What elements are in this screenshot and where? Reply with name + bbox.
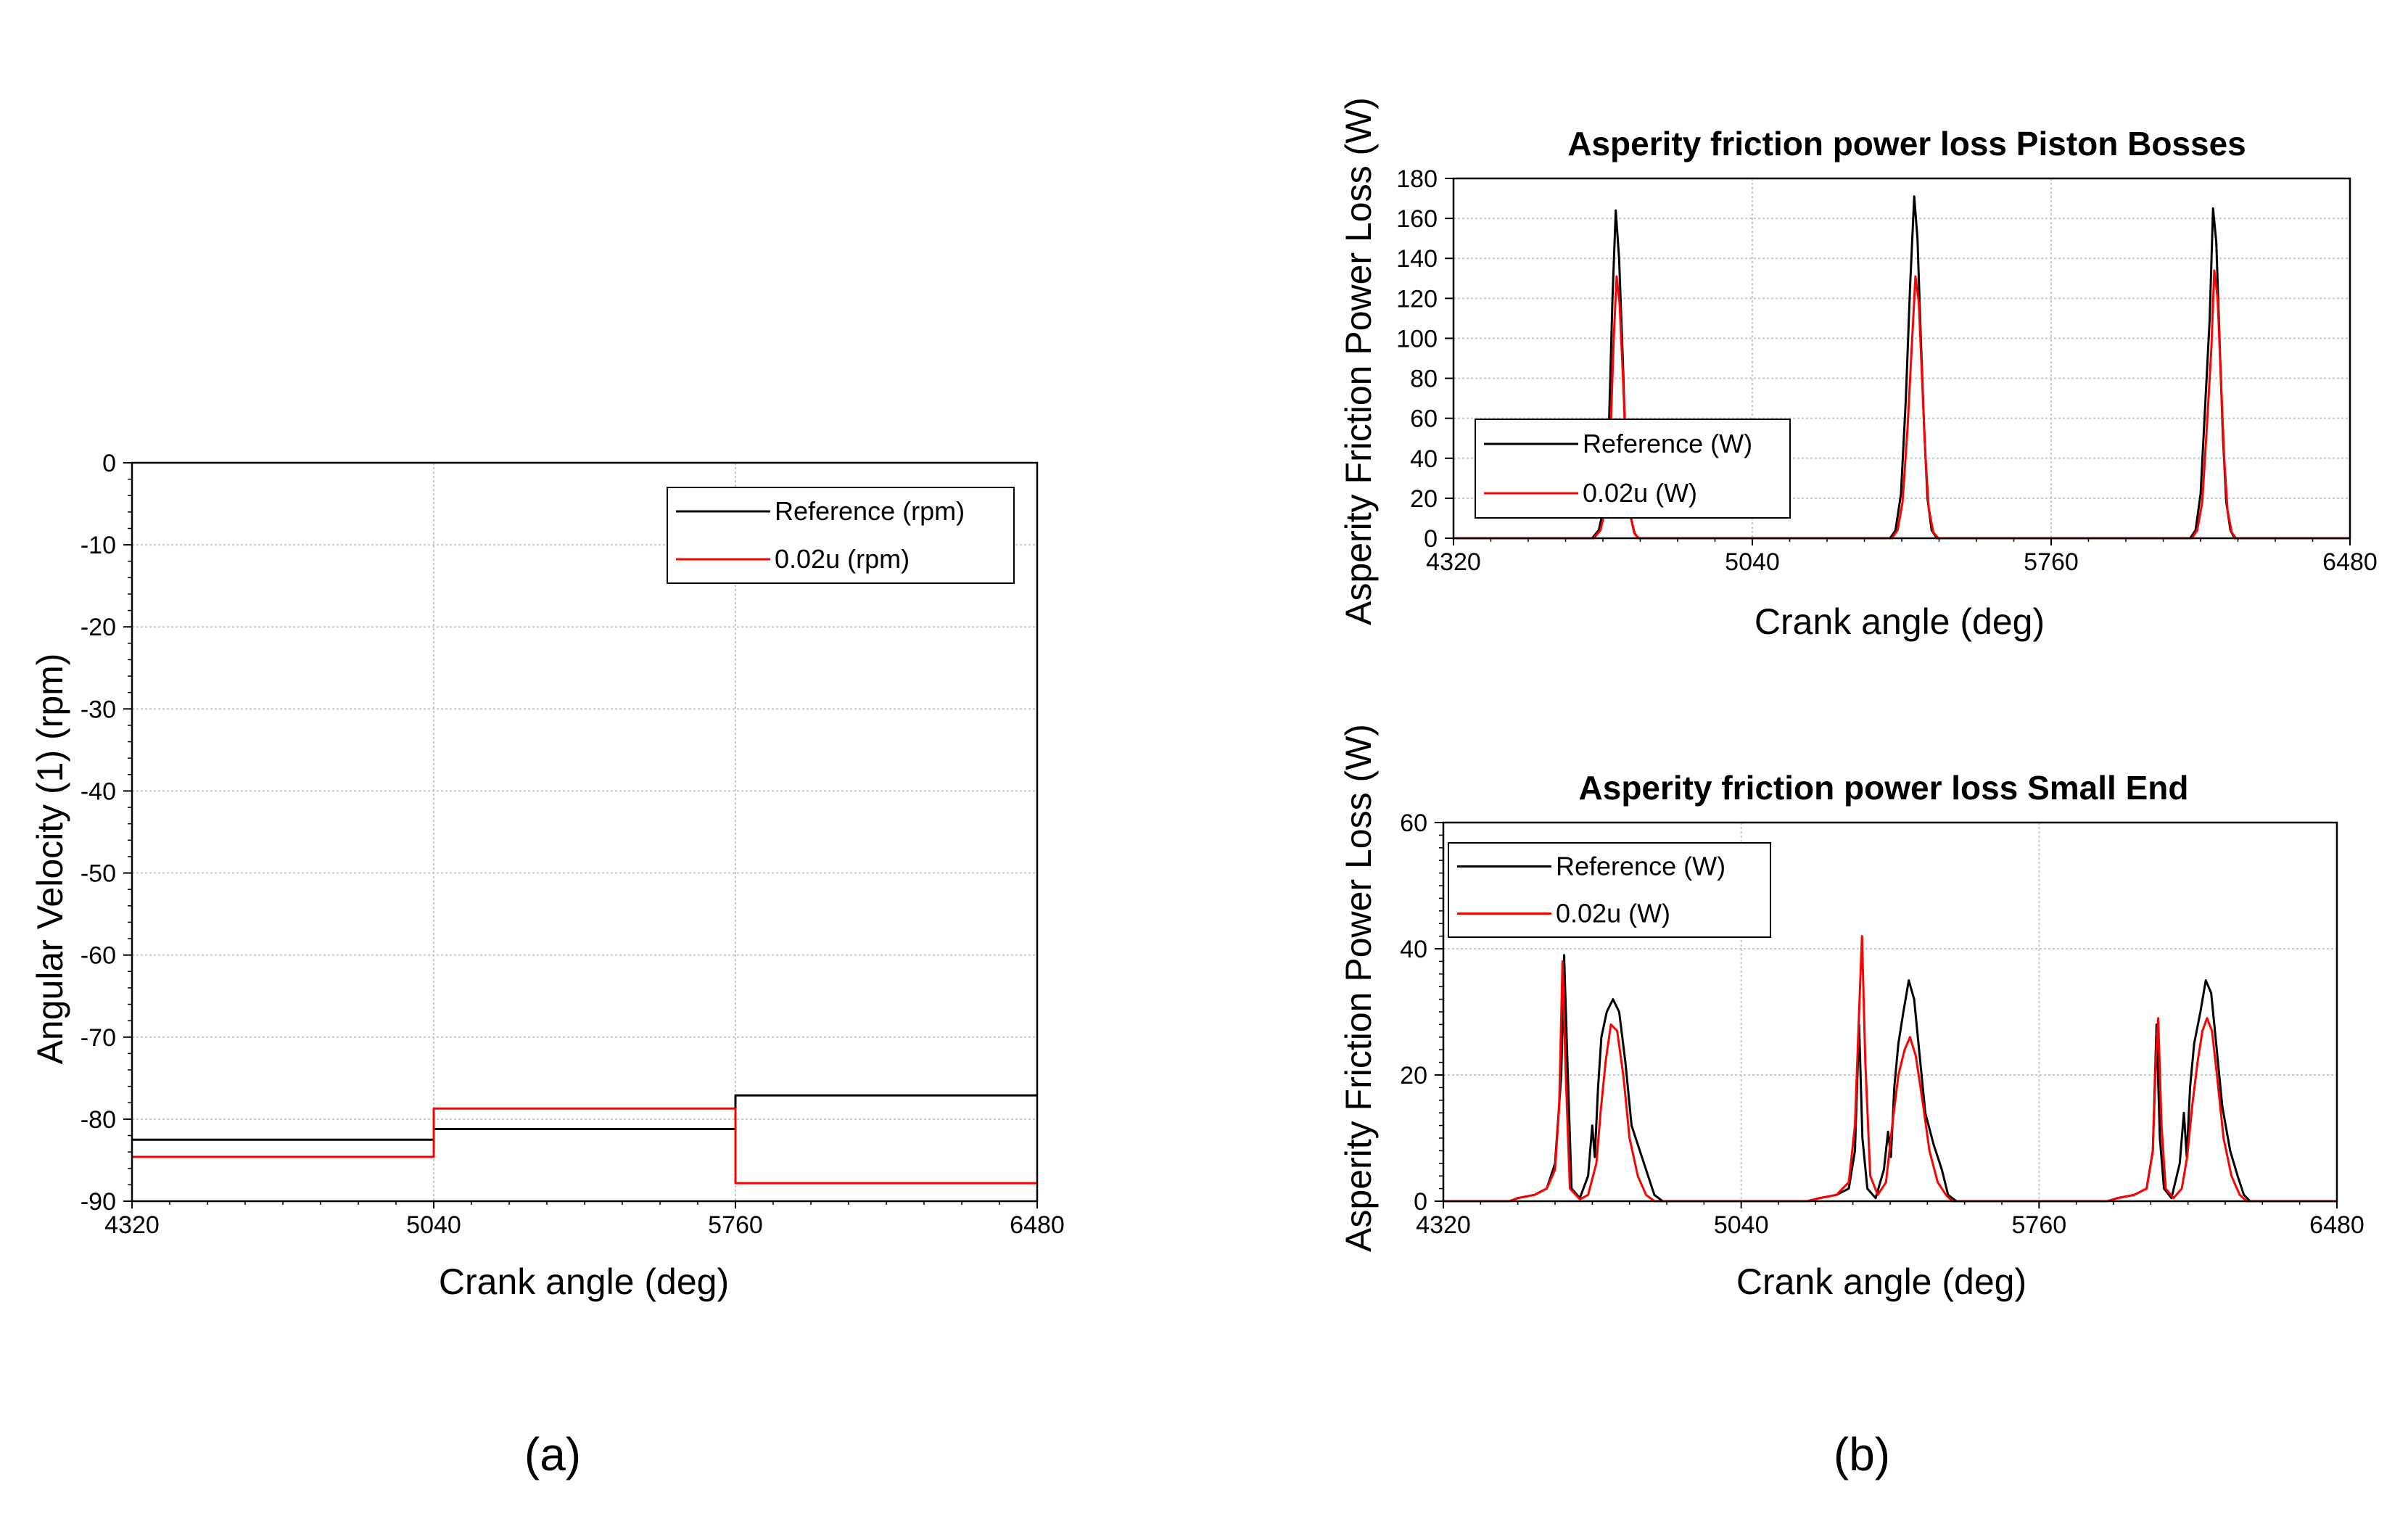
axes: 4320 5040 5760 6480 0 20 40 60 80 100 120 140 160 180 [1396, 165, 2378, 576]
x-tick-label: 5760 [2012, 1211, 2067, 1239]
chart-title: Asperity friction power loss Piston Boss… [1567, 125, 2246, 162]
legend-label: 0.02u (rpm) [775, 544, 910, 574]
y-tick-label: 180 [1396, 165, 1438, 193]
x-tick-label: 6480 [2322, 548, 2378, 576]
grid [132, 463, 1037, 1201]
x-tick-label: 4320 [104, 1211, 160, 1239]
x-axis-label: Crank angle (deg) [1755, 601, 2045, 642]
y-tick-label: 160 [1396, 205, 1438, 233]
y-tick-label: 140 [1396, 245, 1438, 273]
y-tick-label: 60 [1410, 405, 1438, 433]
y-tick-label: 0 [102, 450, 116, 477]
chart-small-end: Asperity friction power loss Small End 4… [1338, 724, 2364, 1302]
y-tick-label: -20 [81, 614, 116, 641]
y-tick-label: 0 [1414, 1188, 1427, 1216]
y-tick-label: -30 [81, 696, 116, 723]
legend-label: Reference (W) [1583, 429, 1752, 458]
series-group [132, 1094, 1037, 1185]
chart-angular-velocity: 4320 5040 5760 6480 0 -10 -20 -30 -40 -50 -60 -70 -8… [30, 450, 1065, 1302]
y-tick-label: 20 [1410, 485, 1438, 513]
legend-label: Reference (rpm) [775, 496, 965, 526]
y-tick-label: 40 [1410, 445, 1438, 473]
legend: Reference (rpm) 0.02u (rpm) [667, 487, 1015, 584]
legend: Reference (W) 0.02u (W) [1475, 419, 1791, 519]
y-tick-label: -50 [81, 860, 116, 888]
y-tick-label: 80 [1410, 366, 1438, 393]
y-tick-label: 100 [1396, 325, 1438, 353]
y-tick-label: 0 [1424, 525, 1438, 553]
axes: 4320 5040 5760 6480 0 -10 -20 -30 -40 -50 -60 -70 -8… [81, 450, 1065, 1239]
y-tick-label: 20 [1400, 1062, 1427, 1089]
legend: Reference (W) 0.02u (W) [1448, 842, 1771, 938]
legend-label: 0.02u (W) [1583, 478, 1697, 508]
caption-b: (b) [1834, 1428, 1890, 1480]
chart-piston-bosses: Asperity friction power loss Piston Boss… [1338, 97, 2378, 642]
y-tick-label: 40 [1400, 936, 1427, 963]
series-line-0-02u [132, 1107, 1037, 1185]
x-tick-label: 5760 [2024, 548, 2079, 576]
x-axis-label: Crank angle (deg) [439, 1261, 729, 1302]
y-tick-label: -80 [81, 1106, 116, 1134]
x-tick-label: 6480 [1010, 1211, 1065, 1239]
legend-box [667, 487, 1015, 584]
legend-box [1448, 842, 1771, 938]
x-tick-label: 4320 [1416, 1211, 1471, 1239]
caption-a: (a) [524, 1428, 581, 1480]
x-tick-label: 4320 [1426, 548, 1481, 576]
y-tick-label: -10 [81, 532, 116, 559]
chart-title: Asperity friction power loss Small End [1579, 769, 2189, 807]
y-tick-label: -90 [81, 1188, 116, 1216]
y-tick-label: -40 [81, 778, 116, 805]
y-axis-label: Angular Velocity (1) (rpm) [30, 654, 70, 1065]
series-line-0-02u [1454, 269, 2350, 540]
x-tick-label: 5760 [708, 1211, 763, 1239]
x-tick-label: 5040 [1714, 1211, 1769, 1239]
axes: 4320 5040 5760 6480 0 20 40 60 [1400, 810, 2364, 1239]
legend-box [1475, 419, 1791, 519]
series-group [1454, 195, 2350, 540]
x-tick-label: 5040 [406, 1211, 461, 1239]
x-tick-label: 6480 [2309, 1211, 2364, 1239]
series-line-0-02u [1443, 935, 2337, 1203]
legend-label: Reference (W) [1556, 852, 1725, 881]
series-group [1443, 935, 2337, 1203]
x-tick-label: 5040 [1725, 548, 1780, 576]
y-axis-label: Asperity Friction Power Loss (W) [1338, 97, 1379, 625]
legend-label: 0.02u (W) [1556, 899, 1670, 928]
y-axis-label: Asperity Friction Power Loss (W) [1338, 724, 1379, 1252]
y-tick-label: -70 [81, 1024, 116, 1052]
y-tick-label: -60 [81, 942, 116, 970]
series-line-reference [132, 1094, 1037, 1141]
x-axis-label: Crank angle (deg) [1736, 1261, 2026, 1302]
y-tick-label: 60 [1400, 810, 1427, 837]
series-line-reference [1454, 195, 2350, 540]
y-tick-label: 120 [1396, 285, 1438, 313]
